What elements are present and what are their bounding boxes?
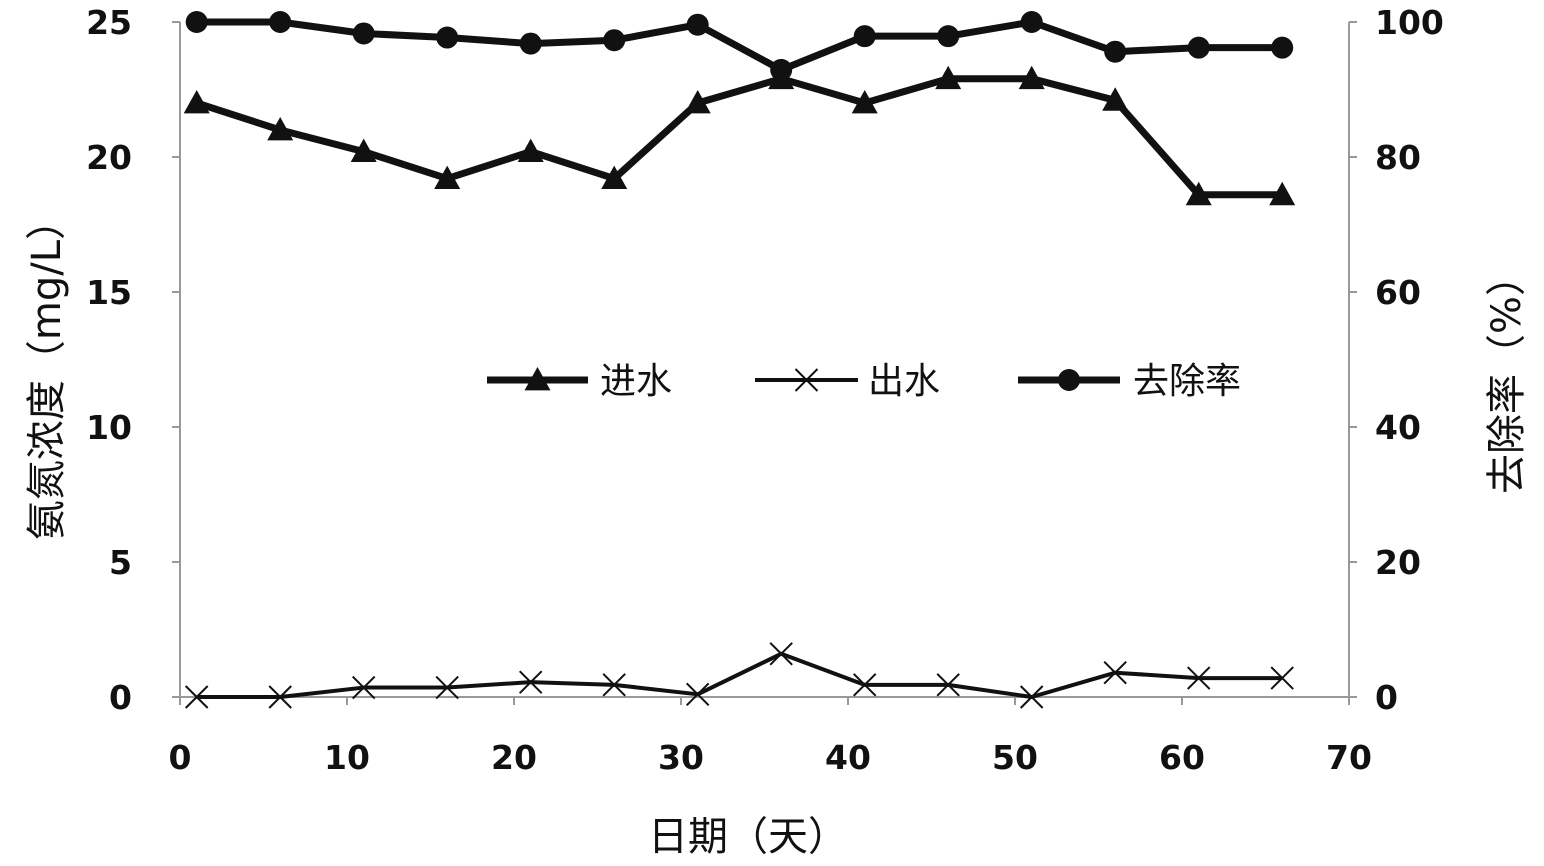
circle-marker [770,58,793,81]
x-marker [794,368,819,392]
x-tick-label: 70 [1326,738,1372,777]
x-marker [268,685,292,709]
circle-marker [1271,36,1294,59]
circle-marker [352,22,375,45]
legend-item: 去除率 [1018,361,1241,402]
triangle-marker [1018,65,1045,90]
legend-label: 去除率 [1133,361,1241,402]
x-marker [852,673,877,697]
x-tick-label: 10 [324,738,370,777]
y-right-tick-label: 20 [1375,543,1421,582]
triangle-marker [1102,87,1129,111]
series-triangle [183,65,1296,206]
legend-item: 进水 [487,361,672,402]
series-circle [185,11,1294,81]
series-line [196,18,1283,74]
triangle-marker [1269,181,1296,206]
circle-marker [1104,40,1127,63]
x-marker [1270,666,1294,690]
x-marker [435,675,459,700]
circle-marker [436,26,459,49]
x-axis-title: 日期（天） [648,814,848,860]
triangle-marker [601,165,628,189]
legend-label: 出水 [868,361,940,402]
triangle-marker [434,165,461,189]
x-tick-label: 40 [825,738,871,777]
legend-label: 进水 [600,361,672,402]
circle-marker [1187,36,1210,59]
circle-marker [519,32,542,55]
x-marker [351,675,376,700]
triangle-marker [684,90,711,114]
x-marker [602,673,626,697]
x-tick-label: 60 [1159,738,1205,777]
y-right-tick-label: 80 [1375,138,1421,177]
x-marker [1103,660,1127,685]
circle-marker [1020,11,1043,33]
circle-marker [185,11,208,33]
triangle-marker [183,90,210,114]
y-left-tick-label: 15 [86,273,132,312]
x-tick-label: 0 [169,738,192,777]
x-tick-label: 50 [992,738,1038,777]
y-right-tick-label: 0 [1375,678,1398,717]
circle-marker [269,11,292,33]
y-left-tick-label: 25 [86,3,132,42]
tick-labels: 0 5 10 15 20 25 0 20 40 60 80 100 0 10 20 30 40 50 60 70 [86,3,1444,777]
triangle-marker [1185,181,1212,206]
triangle-marker [524,367,551,391]
x-marker [936,673,960,697]
axes [172,21,1357,705]
y-left-tick-label: 5 [109,543,132,582]
triangle-marker [267,117,294,141]
legend-item: 出水 [755,361,940,402]
y-right-tick-label: 100 [1375,3,1444,42]
x-marker [1019,685,1044,709]
triangle-marker [517,138,544,162]
y-axis-left-title: 氨氮浓度（mg/L） [24,200,70,540]
x-marker [1186,666,1211,690]
y-left-tick-label: 0 [109,678,132,717]
y-left-tick-label: 10 [86,408,132,447]
y-right-tick-label: 40 [1375,408,1421,447]
legend: 进水 出水 去除率 [487,361,1241,402]
series-x [184,642,1294,709]
y-left-tick-label: 20 [86,138,132,177]
x-marker [518,670,543,694]
circle-marker [1058,369,1080,391]
series-line [195,75,1283,199]
x-marker [184,685,209,709]
triangle-marker [935,65,962,90]
circle-marker [603,29,626,52]
x-tick-label: 30 [658,738,704,777]
y-right-tick-label: 60 [1375,273,1421,312]
series-group [183,11,1296,709]
x-marker [685,682,710,707]
series-line [196,651,1283,699]
x-marker [769,642,793,666]
triangle-marker [350,138,377,162]
triangle-marker [851,90,878,114]
x-tick-label: 20 [491,738,537,777]
circle-marker [937,25,960,48]
circle-marker [853,25,876,48]
y-axis-right-title: 去除率（%） [1484,256,1530,494]
circle-marker [686,13,709,36]
